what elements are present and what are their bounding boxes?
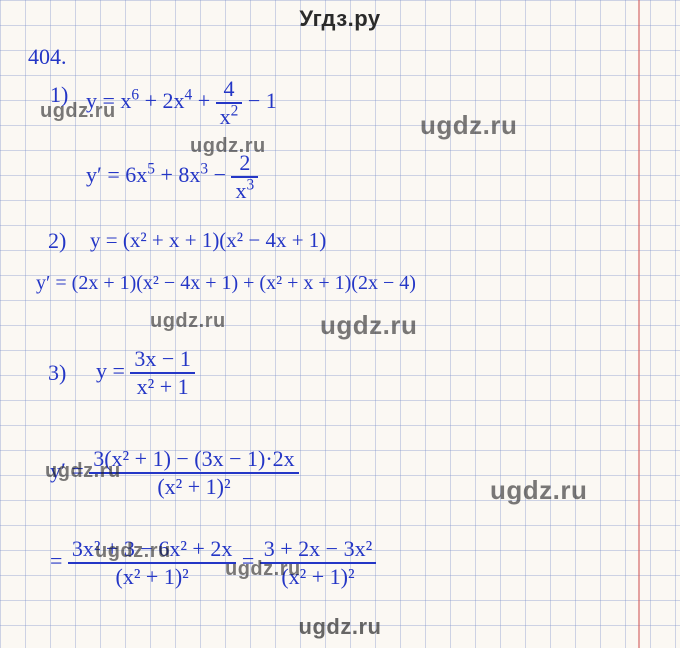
item2-label: 2)	[48, 228, 66, 254]
watermark: ugdz.ru	[225, 558, 301, 581]
item2-deriv: y′ = (2x + 1)(x² − 4x + 1) + (x² + x + 1…	[36, 272, 416, 295]
item1-deriv: y′ = 6x5 + 8x3 − 2x3	[86, 152, 258, 202]
item3-label: 3)	[48, 360, 66, 386]
page-header: Угдз.ру	[0, 6, 680, 32]
watermark: ugdz.ru	[320, 310, 417, 341]
watermark: ugdz.ru	[150, 310, 226, 333]
footer-watermark: ugdz.ru	[0, 614, 680, 640]
watermark: ugdz.ru	[190, 135, 266, 158]
watermark: ugdz.ru	[40, 100, 116, 123]
margin-line	[638, 0, 640, 648]
watermark: ugdz.ru	[490, 475, 587, 506]
problem-number: 404.	[28, 44, 67, 70]
watermark: ugdz.ru	[95, 540, 171, 563]
item3-given: y = 3x − 1x² + 1	[96, 348, 195, 398]
item2-given: y = (x² + x + 1)(x² − 4x + 1)	[90, 228, 326, 253]
watermark: ugdz.ru	[420, 110, 517, 141]
watermark: ugdz.ru	[45, 460, 121, 483]
